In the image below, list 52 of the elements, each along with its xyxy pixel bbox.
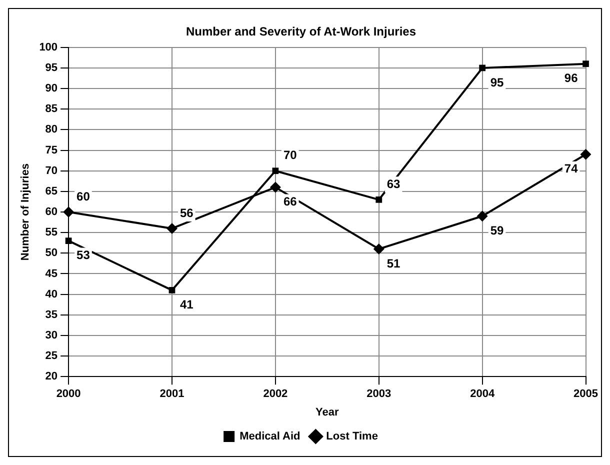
- y-tick-label: 75: [45, 144, 58, 156]
- x-tick-label: 2004: [470, 388, 496, 400]
- data-label: 51: [386, 256, 401, 270]
- point: [168, 287, 176, 294]
- y-tick-label: 85: [45, 103, 58, 116]
- point: [166, 222, 178, 234]
- y-tick-label: 65: [45, 185, 58, 198]
- data-label: 70: [283, 148, 298, 162]
- x-tick-label: 2003: [366, 388, 392, 400]
- y-tick-label: 100: [39, 41, 58, 54]
- data-label: 59: [490, 223, 504, 238]
- data-label: 60: [76, 189, 90, 204]
- x-tick-label: 2005: [574, 388, 598, 400]
- legend-label: Medical Aid: [240, 430, 300, 443]
- legend-label: Lost Time: [326, 430, 378, 443]
- y-tick-label: 70: [45, 164, 58, 177]
- y-tick-label: 45: [45, 268, 58, 280]
- point: [479, 64, 486, 72]
- point: [376, 196, 382, 203]
- point: [580, 148, 592, 160]
- x-tick-label: 2000: [56, 388, 81, 400]
- y-tick-label: 25: [45, 350, 58, 362]
- data-label: 63: [386, 176, 401, 191]
- y-tick-label: 90: [45, 82, 58, 95]
- point: [582, 60, 589, 68]
- data-label: 96: [564, 71, 578, 86]
- point: [476, 210, 488, 222]
- x-axis-title: Year: [316, 406, 340, 418]
- point: [63, 206, 74, 218]
- data-label: 41: [180, 297, 194, 312]
- y-tick-label: 50: [45, 247, 58, 260]
- data-label: 95: [490, 75, 504, 90]
- y-axis-title: Number of Injuries: [20, 163, 32, 261]
- point: [272, 168, 279, 174]
- point: [65, 238, 72, 244]
- y-tick-label: 40: [45, 288, 58, 300]
- y-tick-label: 95: [45, 62, 58, 74]
- data-label: 56: [180, 206, 194, 220]
- data-label: 74: [564, 162, 578, 176]
- x-tick-label: 2001: [160, 388, 184, 400]
- y-tick-label: 60: [45, 206, 58, 218]
- y-tick-label: 30: [45, 329, 58, 342]
- chart-title: Number and Severity of At-Work Injuries: [186, 24, 416, 39]
- point: [270, 182, 281, 193]
- y-tick-label: 35: [45, 308, 58, 321]
- data-label: 53: [76, 248, 90, 262]
- y-tick-label: 55: [45, 226, 58, 239]
- y-tick-label: 80: [45, 124, 58, 136]
- x-tick-label: 2002: [263, 388, 288, 400]
- y-tick-label: 20: [45, 370, 58, 383]
- data-label: 66: [283, 194, 298, 209]
- point: [373, 244, 384, 255]
